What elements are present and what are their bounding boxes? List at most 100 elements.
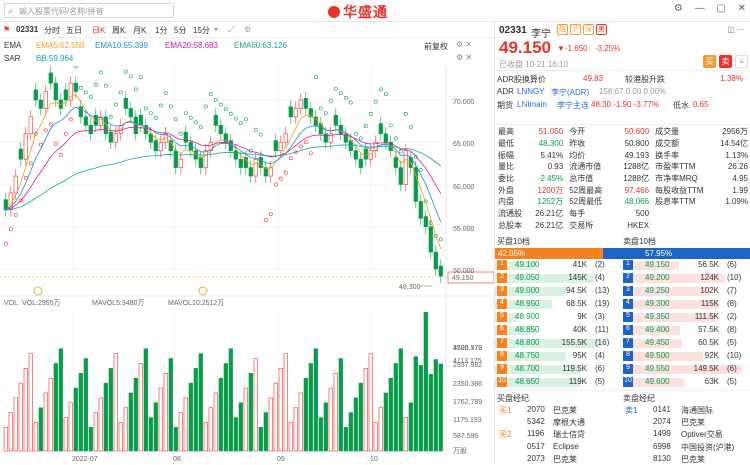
candle-body bbox=[343, 133, 348, 143]
buy-broker-title: 买盘经纪 bbox=[497, 394, 529, 403]
buy-orders: (16) bbox=[595, 338, 610, 347]
tab-1min[interactable]: 1分 bbox=[155, 26, 168, 35]
orderbook-row[interactable]: 5 48.900 9K (3) 5 49.350 111.5K (2) bbox=[495, 312, 750, 323]
ema-label: EMA bbox=[4, 41, 22, 50]
stats-row: 内盘 1252万 52周最低 48.066 股息率TTM 1.09% bbox=[495, 196, 750, 208]
logo-icon bbox=[328, 6, 340, 18]
broker-row[interactable]: 买2 1196 瑞士信贷 1499 Optiver交易 bbox=[495, 429, 750, 440]
buy-button[interactable]: 买 bbox=[703, 55, 716, 68]
tab-intraday[interactable]: 分时 bbox=[44, 26, 60, 35]
sar-dot bbox=[348, 100, 353, 105]
gear-icon[interactable]: ⚙ bbox=[673, 3, 683, 14]
adr-price: 49.83 bbox=[583, 74, 604, 83]
kline-chart[interactable]: 49.150 48.300 70.000 65.000 60.000 55.00… bbox=[0, 64, 495, 463]
volume-bar bbox=[178, 412, 183, 452]
sar-dot bbox=[73, 64, 78, 69]
tab-five-day[interactable]: 五日 bbox=[66, 26, 82, 35]
settings-icon[interactable]: ⚙ bbox=[244, 25, 252, 34]
candle-body bbox=[68, 82, 73, 101]
close-icon[interactable]: ✕ bbox=[737, 3, 746, 14]
volume-bar bbox=[78, 373, 83, 452]
tab-15min[interactable]: 15分 bbox=[193, 26, 210, 35]
gear-icon[interactable] bbox=[198, 286, 208, 296]
stats-row: 振幅 5.41% 均价 49.193 换手率 1.13% bbox=[495, 149, 750, 161]
gear-icon[interactable] bbox=[33, 286, 43, 296]
buy-volume: 40K bbox=[572, 325, 587, 334]
orderbook-row[interactable]: 6 48.850 40K (11) 6 49.400 57.5K (8) bbox=[495, 325, 750, 336]
volume-bar bbox=[363, 368, 368, 452]
stat-label: 振幅 bbox=[498, 150, 514, 160]
sar-dot bbox=[253, 128, 258, 132]
volume-bar bbox=[438, 363, 443, 452]
buy-depth-bar bbox=[495, 339, 601, 348]
stat-value: 50.600 bbox=[624, 127, 650, 137]
adjust-dropdown[interactable]: 前复权 bbox=[424, 42, 448, 51]
broker-row[interactable]: 5342 摩根大通 2074 巴克莱 bbox=[495, 417, 750, 428]
sar-dot bbox=[23, 175, 28, 180]
futures-label: 期货 bbox=[497, 101, 513, 110]
orderbook-row[interactable]: 3 49.000 94.5K (13) 3 49.250 102K (7) bbox=[495, 286, 750, 297]
broker-row[interactable]: 2073 巴克莱 8130 巴克莱 bbox=[495, 454, 750, 465]
futures-symbol[interactable]: LNImain bbox=[517, 100, 547, 109]
more-menu-button[interactable]: ≡ bbox=[735, 55, 748, 68]
buy-volume: 68.5K bbox=[566, 299, 587, 308]
sar-dot bbox=[328, 98, 333, 103]
search-input[interactable]: ⌕ 输入股票代码/名称/拼音 bbox=[4, 3, 174, 18]
candle-body bbox=[433, 251, 438, 270]
orderbook-row[interactable]: 2 49.050 145K (4) 2 49.200 124K (10) bbox=[495, 273, 750, 284]
volume-bar bbox=[403, 417, 408, 452]
orderbook-row[interactable]: 8 48.750 95K (4) 8 49.500 92K (10) bbox=[495, 351, 750, 362]
chevron-down-icon[interactable]: ▾ bbox=[214, 25, 219, 34]
volume-bar bbox=[193, 368, 198, 452]
sell-depth-bar bbox=[623, 313, 717, 322]
futures-name[interactable]: 李宁主连 bbox=[557, 101, 589, 110]
orderbook-row[interactable]: 1 49.100 41K (2) 1 49.150 56.5K (6) bbox=[495, 260, 750, 271]
maximize-icon[interactable]: ▢ bbox=[716, 3, 726, 14]
sell-orders: (10) bbox=[727, 273, 742, 282]
volume-bar bbox=[203, 422, 208, 452]
stats-table: 最高 51.050 今开 50.600 成交量 2956万 最低 48.300 昨收 50.800… bbox=[495, 124, 750, 232]
orderbook-row[interactable]: 10 48.650 119K (5) 10 49.600 63K (5) bbox=[495, 377, 750, 388]
sar-dot bbox=[233, 116, 238, 121]
buy-broker-id: 0517 bbox=[527, 441, 545, 451]
sell-button[interactable]: 卖 bbox=[719, 55, 732, 68]
more-icon[interactable]: ◫ ⋯ bbox=[727, 25, 745, 34]
tab-5min[interactable]: 5分 bbox=[174, 26, 187, 35]
orderbook-row[interactable]: 4 48.950 68.5K (19) 4 49.300 115K (8) bbox=[495, 299, 750, 310]
buy-price: 48.850 bbox=[515, 325, 540, 334]
settings-icon[interactable]: ⚙ ✕ bbox=[456, 40, 473, 49]
orderbook-row[interactable]: 7 48.800 155.5K (16) 7 49.450 60.5K (5) bbox=[495, 338, 750, 349]
stat-label: 最高 bbox=[498, 127, 514, 137]
sell-orders: (2) bbox=[727, 312, 737, 321]
buy-orders: (19) bbox=[595, 299, 610, 308]
sar-dot bbox=[373, 99, 378, 104]
sell-broker-id: 1499 bbox=[653, 429, 671, 439]
candle-body bbox=[13, 175, 18, 194]
candle-body bbox=[108, 131, 113, 143]
buy-orders: (2) bbox=[595, 260, 605, 269]
stat-value: 50.800 bbox=[624, 139, 650, 149]
orderbook-row[interactable]: 9 48.700 119.5K (6) 9 49.550 149.5K (6) bbox=[495, 364, 750, 375]
volume-bar bbox=[98, 397, 103, 452]
volume-bar bbox=[253, 358, 258, 452]
candle-body bbox=[88, 125, 93, 135]
adr-name[interactable]: 李宁(ADR) bbox=[551, 88, 590, 97]
sar-dot bbox=[208, 92, 213, 96]
tab-daily-k[interactable]: 日K bbox=[92, 26, 106, 35]
tab-weekly-k[interactable]: 周K bbox=[112, 26, 126, 35]
minimize-icon[interactable]: — bbox=[694, 3, 705, 14]
sar-dot bbox=[378, 87, 383, 92]
sar-dot bbox=[173, 117, 178, 122]
stock-name: 李宁 bbox=[531, 29, 551, 40]
adr-symbol[interactable]: LNNGY bbox=[517, 87, 545, 96]
broker-row[interactable]: 0517 Eclipse 6998 中国投资(沪港) bbox=[495, 442, 750, 453]
close-icon[interactable]: ⚙ ✕ bbox=[456, 53, 473, 62]
volume-bar bbox=[263, 412, 268, 452]
sell-volume: 102K bbox=[700, 286, 719, 295]
volume-bar bbox=[108, 368, 113, 452]
buy-broker-name: 摩根大通 bbox=[553, 418, 585, 428]
broker-row[interactable]: 买1 2070 巴克莱 卖1 0141 海通国际 bbox=[495, 405, 750, 416]
fullscreen-icon[interactable]: ⤢ bbox=[228, 25, 235, 34]
tab-monthly-k[interactable]: 月K bbox=[133, 26, 147, 35]
volume-bar bbox=[288, 422, 293, 452]
